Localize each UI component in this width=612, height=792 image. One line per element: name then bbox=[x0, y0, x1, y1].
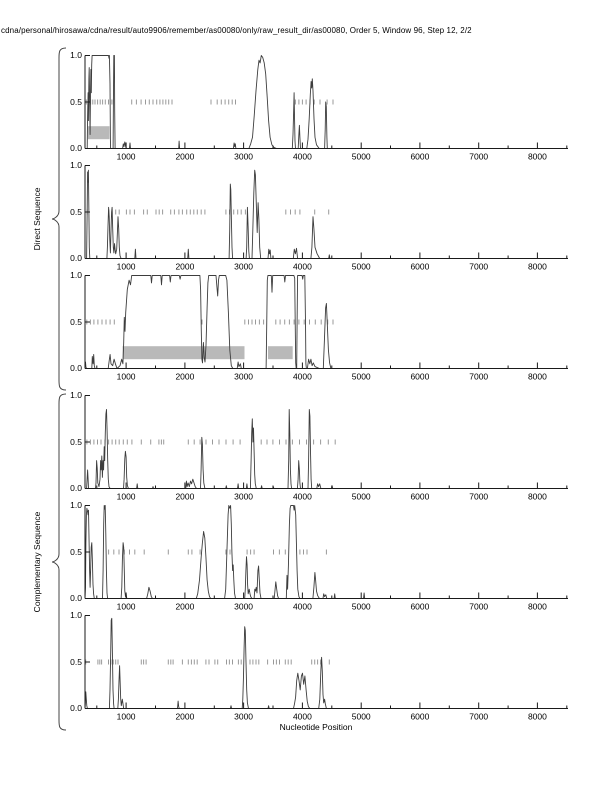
shaded-region bbox=[268, 346, 293, 360]
x-tick-label: 5000 bbox=[352, 712, 371, 722]
y-tick-label: 0.5 bbox=[70, 316, 82, 327]
x-tick-label: 1000 bbox=[117, 262, 136, 272]
y-tick-label: 0.5 bbox=[70, 206, 82, 217]
direct-sequence-label: Direct Sequence bbox=[32, 187, 42, 251]
panel-svg-6: 1000 2000 3000 4000 5000 6000 7000 8000 bbox=[84, 615, 568, 722]
x-tick-label: 1000 bbox=[117, 152, 136, 162]
panel-svg-2: 1000 2000 3000 4000 5000 6000 7000 8000 bbox=[84, 165, 568, 272]
x-tick-label: 5000 bbox=[352, 372, 371, 382]
x-tick-label: 5000 bbox=[352, 492, 371, 502]
shaded-region bbox=[87, 126, 110, 140]
complementary-sequence-label: Complementary Sequence bbox=[32, 511, 42, 613]
x-tick-label: 8000 bbox=[528, 262, 547, 272]
panel-svg-1: 1000 2000 3000 4000 5000 6000 7000 8000 bbox=[84, 55, 568, 162]
y-tick-label: 0.0 bbox=[70, 253, 82, 263]
x-tick-label: 1000 bbox=[117, 492, 136, 502]
x-tick-label: 5000 bbox=[352, 152, 371, 162]
panel-svg-3: 1000 2000 3000 4000 5000 6000 7000 8000 bbox=[84, 275, 568, 382]
x-tick-label: 7000 bbox=[469, 262, 488, 272]
y-tick-label: 0.5 bbox=[70, 546, 82, 557]
x-tick-label: 6000 bbox=[410, 712, 429, 722]
probability-curve bbox=[85, 409, 568, 489]
x-tick-label: 3000 bbox=[234, 602, 253, 612]
x-tick-label: 7000 bbox=[469, 152, 488, 162]
panel-svg-4: 1000 2000 3000 4000 5000 6000 7000 8000 bbox=[84, 395, 568, 502]
y-tick-label: 0.0 bbox=[70, 143, 82, 153]
x-tick-label: 8000 bbox=[528, 152, 547, 162]
x-tick-label: 1000 bbox=[117, 712, 136, 722]
x-tick-label: 1000 bbox=[117, 372, 136, 382]
x-tick-label: 3000 bbox=[234, 372, 253, 382]
x-tick-label: 3000 bbox=[234, 492, 253, 502]
y-tick-label: 1.0 bbox=[70, 610, 82, 620]
x-tick-label: 3000 bbox=[234, 152, 253, 162]
x-tick-label: 4000 bbox=[293, 372, 312, 382]
x-tick-label: 6000 bbox=[410, 262, 429, 272]
probability-curve bbox=[84, 505, 568, 599]
y-tick-label: 0.0 bbox=[70, 363, 82, 373]
y-tick-label: 1.0 bbox=[70, 160, 82, 170]
x-tick-label: 2000 bbox=[175, 152, 194, 162]
y-tick-label: 0.0 bbox=[70, 593, 82, 603]
x-tick-label: 7000 bbox=[469, 712, 488, 722]
x-tick-label: 1000 bbox=[117, 602, 136, 612]
y-tick-label: 1.0 bbox=[70, 270, 82, 280]
x-tick-label: 2000 bbox=[175, 602, 194, 612]
plot-title: cdna/personal/hirosawa/cdna/result/auto9… bbox=[1, 26, 472, 35]
x-tick-label: 7000 bbox=[469, 492, 488, 502]
probability-curve bbox=[84, 275, 568, 369]
y-tick-label: 1.0 bbox=[70, 50, 82, 60]
x-tick-label: 6000 bbox=[410, 372, 429, 382]
x-tick-label: 8000 bbox=[528, 712, 547, 722]
y-tick-label: 0.0 bbox=[70, 703, 82, 713]
y-tick-label: 0.0 bbox=[70, 483, 82, 493]
x-tick-label: 3000 bbox=[234, 712, 253, 722]
y-tick-label: 0.5 bbox=[70, 436, 82, 447]
x-tick-label: 3000 bbox=[234, 262, 253, 272]
x-tick-label: 2000 bbox=[175, 262, 194, 272]
probability-curve bbox=[85, 169, 568, 259]
probability-curve bbox=[85, 55, 568, 149]
x-tick-label: 5000 bbox=[352, 602, 371, 612]
y-tick-label: 1.0 bbox=[70, 390, 82, 400]
x-tick-label: 4000 bbox=[293, 712, 312, 722]
x-tick-label: 2000 bbox=[175, 372, 194, 382]
x-tick-label: 8000 bbox=[528, 602, 547, 612]
x-tick-label: 4000 bbox=[293, 152, 312, 162]
x-tick-label: 6000 bbox=[410, 492, 429, 502]
x-tick-label: 7000 bbox=[469, 372, 488, 382]
x-axis-title: Nucleotide Position bbox=[279, 722, 353, 732]
x-tick-label: 7000 bbox=[469, 602, 488, 612]
x-tick-label: 4000 bbox=[293, 262, 312, 272]
probability-curve bbox=[84, 617, 568, 709]
y-tick-label: 1.0 bbox=[70, 500, 82, 510]
x-tick-label: 5000 bbox=[352, 262, 371, 272]
x-tick-label: 4000 bbox=[293, 492, 312, 502]
shaded-region bbox=[122, 346, 245, 360]
x-tick-label: 8000 bbox=[528, 492, 547, 502]
panel-svg-5: 1000 2000 3000 4000 5000 6000 7000 8000 bbox=[84, 505, 568, 612]
x-tick-label: 2000 bbox=[175, 492, 194, 502]
x-tick-label: 8000 bbox=[528, 372, 547, 382]
x-tick-label: 6000 bbox=[410, 152, 429, 162]
x-tick-label: 6000 bbox=[410, 602, 429, 612]
x-tick-label: 2000 bbox=[175, 712, 194, 722]
y-tick-label: 0.5 bbox=[70, 656, 82, 667]
y-tick-label: 0.5 bbox=[70, 96, 82, 107]
x-tick-label: 4000 bbox=[293, 602, 312, 612]
